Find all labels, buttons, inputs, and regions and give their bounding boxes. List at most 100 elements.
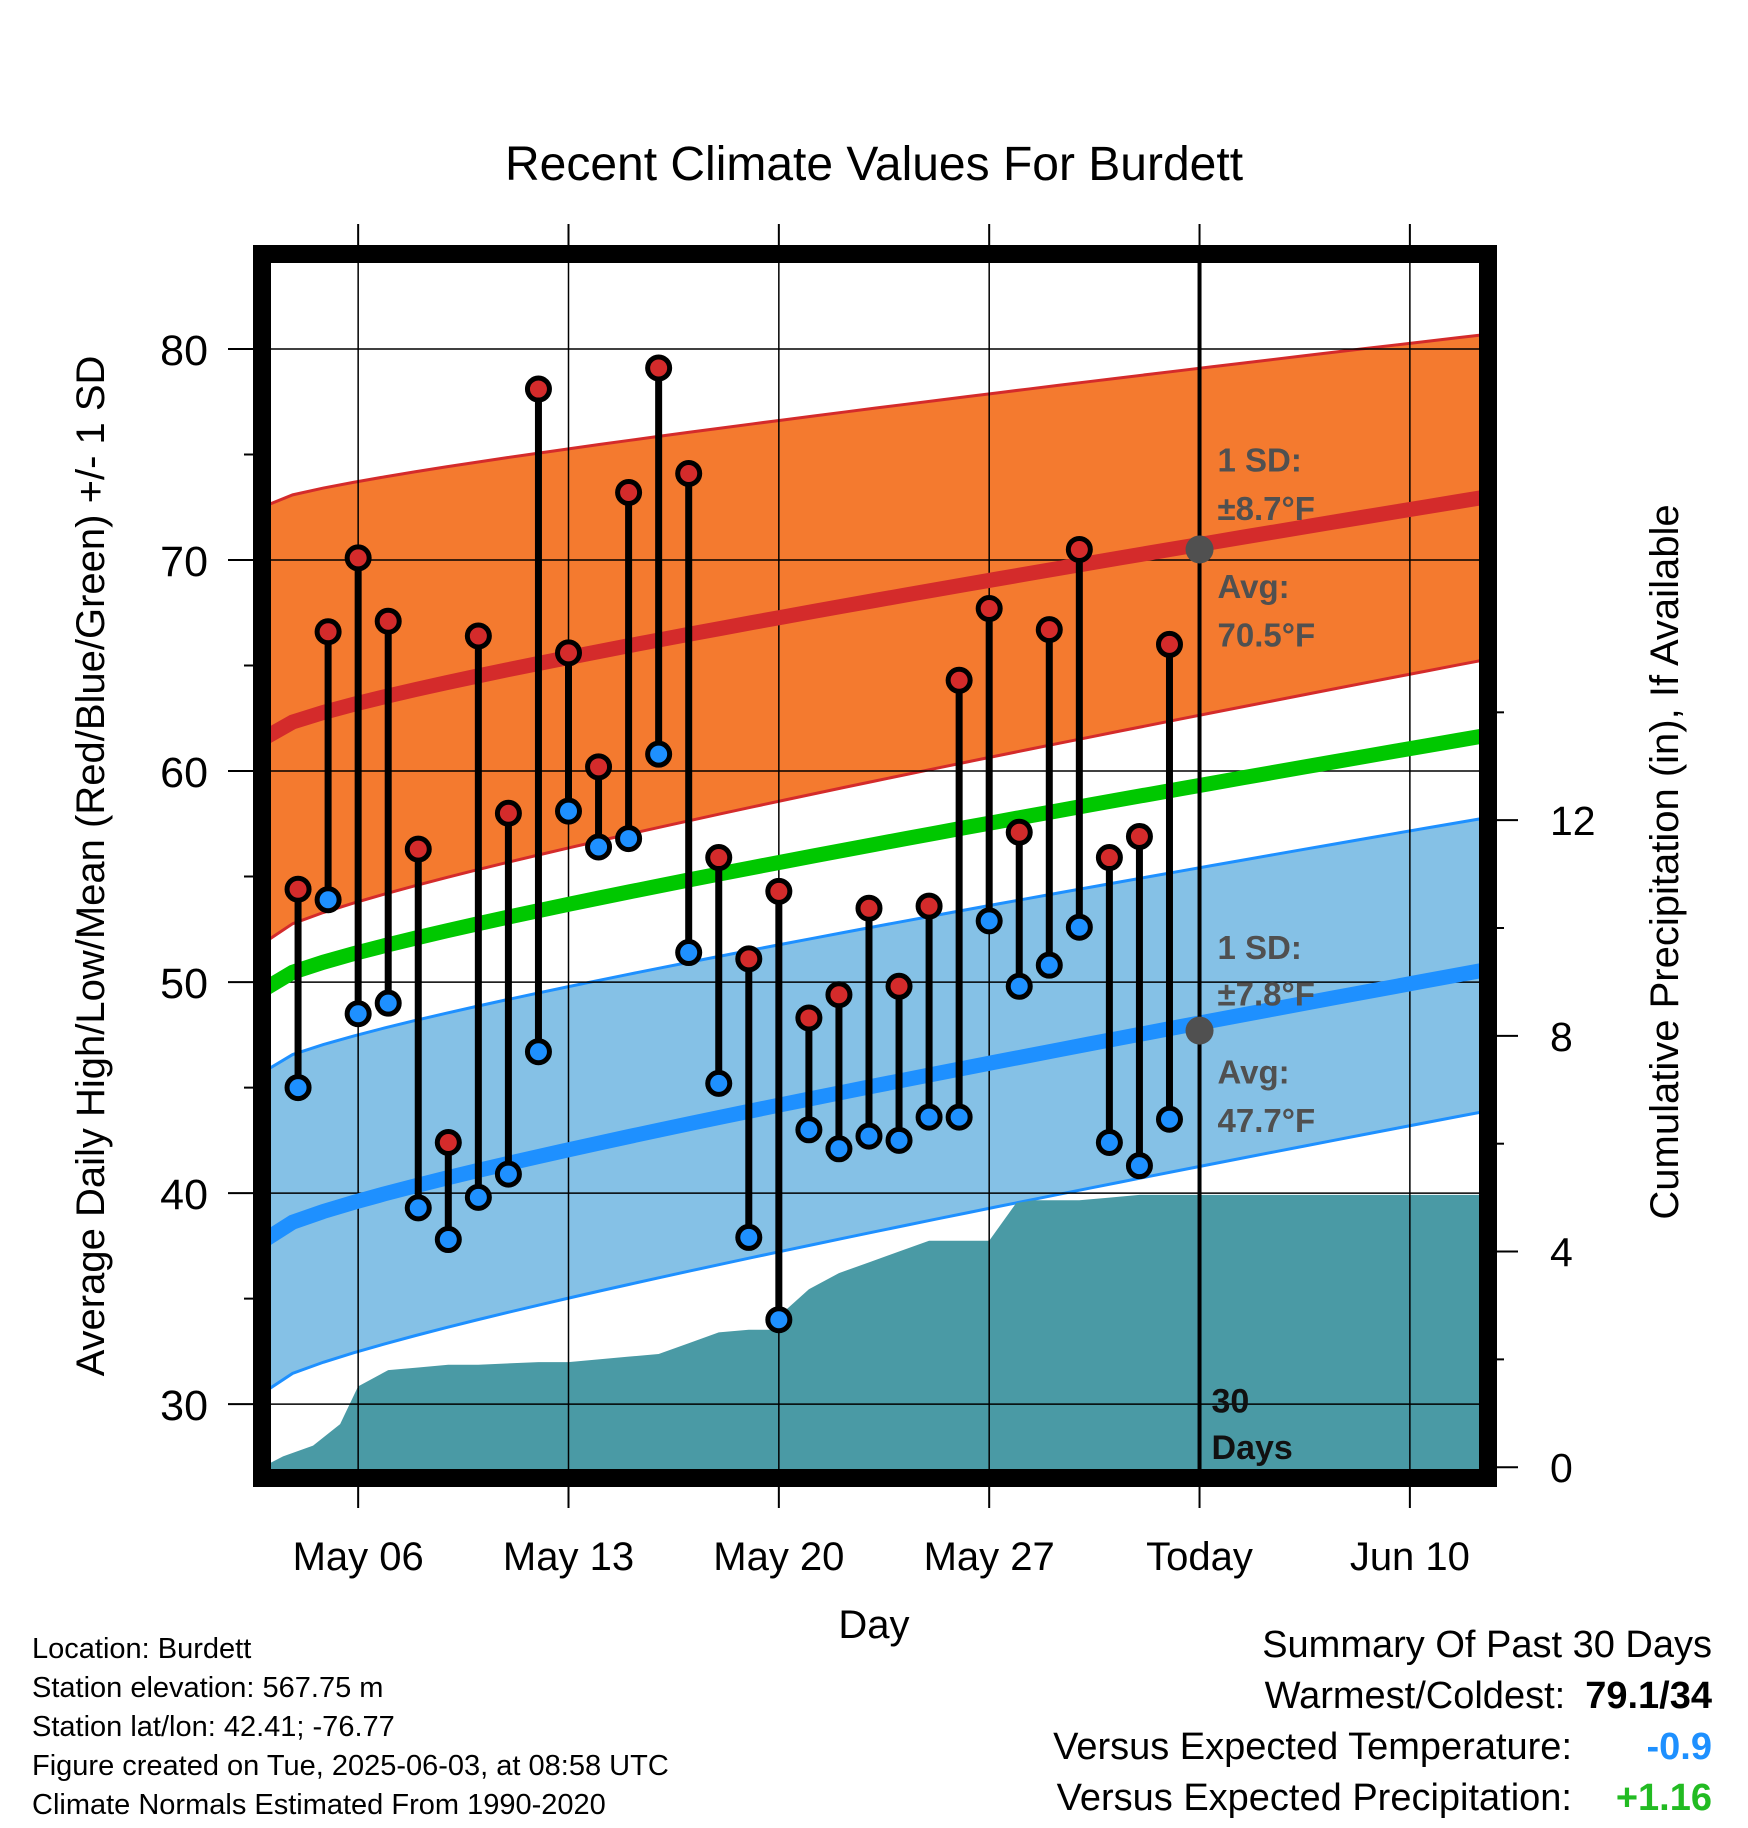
daily-low-point xyxy=(795,1116,823,1144)
station-info: Location: Burdett Station elevation: 567… xyxy=(32,1630,669,1825)
y2-axis-label: Cumulative Precipitation (in), If Availa… xyxy=(1643,504,1687,1219)
low-sd-label: 1 SD: xyxy=(1218,929,1302,966)
summary-panel: Summary Of Past 30 Days Warmest/Coldest:… xyxy=(1053,1620,1712,1824)
daily-high-point xyxy=(1035,616,1063,644)
daily-low-point xyxy=(945,1103,973,1131)
daily-high-point xyxy=(885,972,913,1000)
temp-row: Versus Expected Temperature: -0.9 xyxy=(1053,1722,1712,1773)
x-axis-label: Day xyxy=(838,1603,909,1647)
summary-heading: Summary Of Past 30 Days xyxy=(1262,1624,1712,1666)
daily-high-point xyxy=(855,894,883,922)
daily-low-point xyxy=(524,1038,552,1066)
daily-high-point xyxy=(314,618,342,646)
y-tick-label: 80 xyxy=(160,327,208,375)
high-sd-upper-line xyxy=(262,332,1488,509)
daily-low-point xyxy=(374,989,402,1017)
high-sd-lower-line xyxy=(262,657,1488,946)
daily-high-point xyxy=(1065,535,1093,563)
elevation-text: Station elevation: 567.75 m xyxy=(32,1672,384,1704)
normals-text: Climate Normals Estimated From 1990-2020 xyxy=(32,1789,606,1821)
high-avg-label: Avg: xyxy=(1218,568,1290,605)
daily-high-point xyxy=(585,753,613,781)
low-sd-value: ±7.8°F xyxy=(1218,975,1315,1012)
high-avg-value: 70.5°F xyxy=(1218,617,1316,654)
daily-high-point xyxy=(615,478,643,506)
low-avg-value: 47.7°F xyxy=(1218,1102,1316,1139)
today-avg-low-marker xyxy=(1185,1016,1214,1045)
precip-label: Versus Expected Precipitation: xyxy=(1056,1777,1572,1819)
daily-low-point xyxy=(645,740,673,768)
temp-value: -0.9 xyxy=(1646,1726,1712,1768)
daily-low-point xyxy=(1065,913,1093,941)
daily-high-point xyxy=(825,981,853,1009)
warm-cold-label: Warmest/Coldest: xyxy=(1264,1675,1566,1717)
daily-high-point xyxy=(975,595,1003,623)
daily-high-point xyxy=(464,622,492,650)
avg-low-line xyxy=(262,962,1488,1248)
daily-low-point xyxy=(615,825,643,853)
today-avg-high-marker xyxy=(1185,535,1214,564)
daily-high-point xyxy=(524,375,552,403)
plot-frame xyxy=(253,245,1497,1487)
x-tick-label: May 27 xyxy=(924,1535,1055,1579)
daily-high-point xyxy=(1005,818,1033,846)
y-tick-label: 60 xyxy=(160,749,208,797)
daily-high-point xyxy=(675,459,703,487)
precip-row: Versus Expected Precipitation: +1.16 xyxy=(1053,1773,1712,1824)
y-tick-label: 50 xyxy=(160,960,208,1008)
y-tick-label: 30 xyxy=(160,1382,208,1430)
y2-tick-label: 8 xyxy=(1550,1014,1573,1060)
daily-low-point xyxy=(494,1160,522,1188)
high-sd-label: 1 SD: xyxy=(1218,441,1302,478)
days-label-text: Days xyxy=(1212,1429,1293,1467)
y2-tick-label: 4 xyxy=(1550,1230,1573,1276)
created-text: Figure created on Tue, 2025-06-03, at 08… xyxy=(32,1750,669,1782)
low-avg-label: Avg: xyxy=(1218,1053,1290,1090)
daily-low-point xyxy=(915,1103,943,1131)
daily-low-point xyxy=(1095,1128,1123,1156)
daily-low-point xyxy=(975,907,1003,935)
daily-high-point xyxy=(1125,822,1153,850)
x-tick-label: May 06 xyxy=(293,1535,424,1579)
daily-low-point xyxy=(1035,951,1063,979)
high-sd-value: ±8.7°F xyxy=(1218,490,1315,527)
daily-low-point xyxy=(314,886,342,914)
daily-low-point xyxy=(464,1183,492,1211)
daily-low-point xyxy=(1005,972,1033,1000)
daily-low-point xyxy=(585,833,613,861)
latlon-text: Station lat/lon: 42.41; -76.77 xyxy=(32,1711,395,1743)
low-sd-upper-line xyxy=(262,815,1488,1075)
y2-tick-label: 0 xyxy=(1550,1445,1573,1491)
y-tick-label: 70 xyxy=(160,538,208,586)
daily-low-point xyxy=(1155,1105,1183,1133)
y-tick-label: 40 xyxy=(160,1171,208,1219)
daily-low-point xyxy=(765,1306,793,1334)
precip-value: +1.16 xyxy=(1615,1777,1712,1819)
daily-low-point xyxy=(885,1126,913,1154)
daily-low-point xyxy=(825,1135,853,1163)
daily-low-point xyxy=(1125,1152,1153,1180)
daily-high-point xyxy=(705,844,733,872)
daily-high-point xyxy=(915,892,943,920)
y2-tick-label: 12 xyxy=(1550,798,1596,844)
daily-high-point xyxy=(284,875,312,903)
low-sd-lower-line xyxy=(262,1109,1488,1395)
daily-low-point xyxy=(404,1194,432,1222)
daily-low-point xyxy=(344,1000,372,1028)
daily-high-point xyxy=(374,607,402,635)
daily-high-point xyxy=(434,1128,462,1156)
plot-area: 1 SD: ±8.7°F Avg: 70.5°F 1 SD: ±7.8°F Avg: 47.7… xyxy=(262,254,1488,1478)
temp-label: Versus Expected Temperature: xyxy=(1053,1726,1572,1768)
daily-high-point xyxy=(555,639,582,667)
daily-low-point xyxy=(675,939,703,967)
daily-high-point xyxy=(344,544,372,572)
avg-mean-line xyxy=(262,727,1488,997)
daily-low-point xyxy=(555,797,582,825)
days-label-number: 30 xyxy=(1212,1383,1250,1421)
y-axis-label: Average Daily High/Low/Mean (Red/Blue/Gr… xyxy=(69,356,113,1377)
x-tick-label: May 13 xyxy=(503,1535,634,1579)
daily-low-point xyxy=(735,1223,763,1251)
avg-high-line xyxy=(262,489,1488,746)
daily-high-point xyxy=(1155,630,1183,658)
